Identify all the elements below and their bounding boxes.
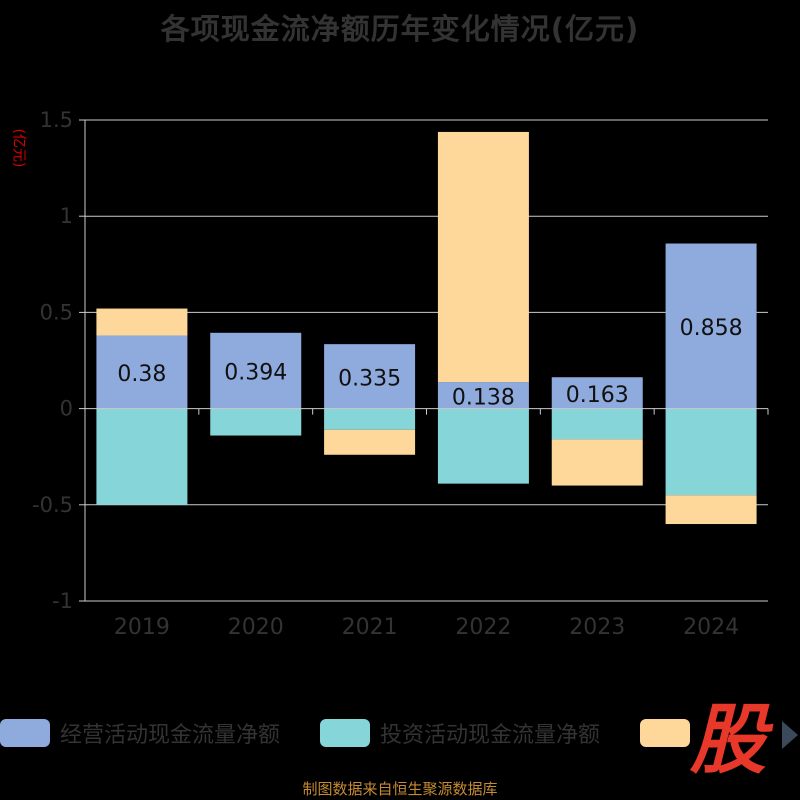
legend-next-page-icon[interactable] <box>782 721 798 749</box>
bar-investing-2019 <box>96 408 188 505</box>
x-tick-label-2022: 2022 <box>455 615 511 640</box>
legend-swatch-financing <box>640 719 690 747</box>
bar-financing-2021 <box>324 429 416 455</box>
x-tick-label-2023: 2023 <box>569 615 625 640</box>
legend-item-investing[interactable]: 投资活动现金流量净额 <box>320 713 600 753</box>
y-tick-label: -0.5 <box>32 493 73 517</box>
legend-item-financing[interactable] <box>640 713 700 753</box>
x-tick-label-2019: 2019 <box>114 615 170 640</box>
grid-lines <box>85 119 768 602</box>
bar-financing-2019 <box>96 308 188 336</box>
x-tick-label-2024: 2024 <box>683 615 739 640</box>
legend-item-operating[interactable]: 经营活动现金流量净额 <box>0 713 280 753</box>
bar-operating-2020 <box>210 332 302 409</box>
legend-label-investing: 投资活动现金流量净额 <box>380 723 601 748</box>
chart-title: 各项现金流净额历年变化情况(亿元) <box>160 12 640 46</box>
y-tick-label: 0 <box>60 397 73 421</box>
bar-investing-2023 <box>551 408 643 440</box>
data-label-2022: 0.138 <box>452 385 515 410</box>
y-tick-label: 0.5 <box>40 300 73 324</box>
bar-operating-2021 <box>324 344 416 409</box>
bar-investing-2021 <box>324 408 416 430</box>
bars <box>96 131 757 525</box>
y-tick-label: -1 <box>52 589 73 613</box>
x-tick-label-2021: 2021 <box>342 615 398 640</box>
bar-operating-2019 <box>96 335 188 409</box>
data-label-2020: 0.394 <box>224 361 287 386</box>
y-tick-label: 1 <box>60 204 73 228</box>
bar-operating-2023 <box>551 377 643 409</box>
bar-financing-2022 <box>437 131 529 383</box>
bar-chart: 0.38 0.394 0.335 0.138 0.163 0.858 1.5 1 0.5 0 -0… <box>32 108 769 640</box>
data-label-2019: 0.38 <box>117 362 166 387</box>
bar-investing-2024 <box>665 408 757 496</box>
bar-financing-2024 <box>665 495 757 525</box>
bar-investing-2022 <box>437 408 529 484</box>
bar-operating-2022 <box>437 382 529 409</box>
bar-financing-2023 <box>551 439 643 486</box>
legend: 经营活动现金流量净额 投资活动现金流量净额 <box>0 713 800 753</box>
legend-label-operating: 经营活动现金流量净额 <box>60 723 281 748</box>
logo: 股 <box>690 695 766 784</box>
bar-investing-2020 <box>210 408 302 436</box>
legend-swatch-operating <box>0 719 50 747</box>
axes: 1.5 1 0.5 0 -0.5 -1 2019 2020 2021 2022 2023 2024 <box>32 108 769 640</box>
data-label-2021: 0.335 <box>338 366 401 391</box>
data-label-2023: 0.163 <box>566 383 629 408</box>
source-note: 制图数据来自恒生聚源数据库 <box>302 780 498 798</box>
x-tick-label-2020: 2020 <box>228 615 284 640</box>
y-tick-label: 1.5 <box>40 108 73 132</box>
legend-swatch-investing <box>320 719 370 747</box>
bar-operating-2024 <box>665 243 757 409</box>
data-labels: 0.38 0.394 0.335 0.138 0.163 0.858 <box>117 316 742 410</box>
data-label-2024: 0.858 <box>680 316 743 341</box>
